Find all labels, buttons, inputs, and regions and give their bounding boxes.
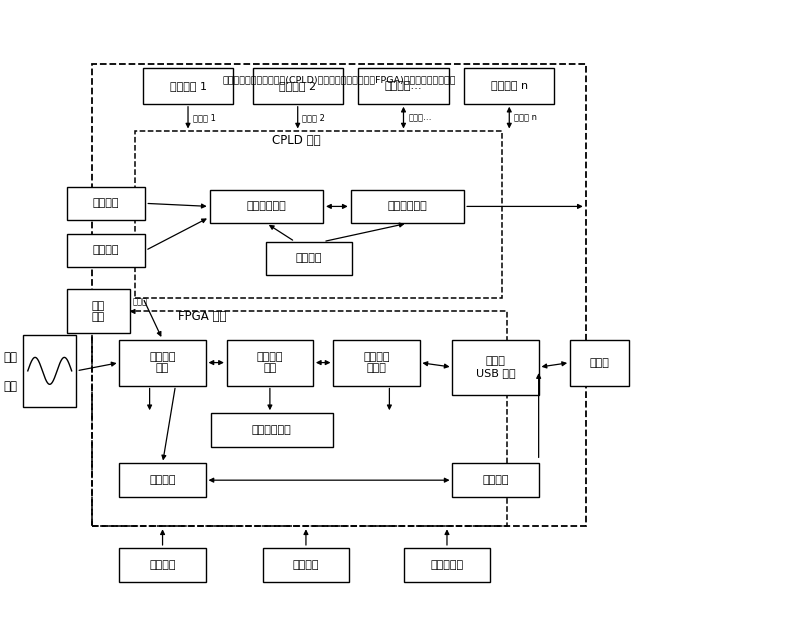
Text: 配置芯片 n: 配置芯片 n <box>490 81 528 91</box>
Text: CPLD 芯片: CPLD 芯片 <box>272 134 321 147</box>
FancyBboxPatch shape <box>464 69 554 104</box>
FancyBboxPatch shape <box>350 190 464 223</box>
FancyBboxPatch shape <box>210 190 323 223</box>
FancyBboxPatch shape <box>404 548 490 582</box>
FancyBboxPatch shape <box>253 69 342 104</box>
Text: 串口与
USB 电路: 串口与 USB 电路 <box>476 357 515 378</box>
FancyBboxPatch shape <box>119 340 206 386</box>
Text: 配置芯片…: 配置芯片… <box>385 81 422 91</box>
Text: 配置线…: 配置线… <box>408 113 432 122</box>
Text: 光子计数
模块: 光子计数 模块 <box>150 352 176 373</box>
FancyBboxPatch shape <box>67 289 130 334</box>
Text: 复位模块: 复位模块 <box>296 253 322 263</box>
Text: 配置芯片 1: 配置芯片 1 <box>170 81 206 91</box>
Text: 时钟电路: 时钟电路 <box>93 245 119 255</box>
Text: 配置线 1: 配置线 1 <box>193 113 215 122</box>
FancyBboxPatch shape <box>453 464 538 497</box>
Text: 相关运算
模块: 相关运算 模块 <box>257 352 283 373</box>
Text: 指令监控模块: 指令监控模块 <box>387 201 427 211</box>
Text: 计算机接
口模块: 计算机接 口模块 <box>363 352 390 373</box>
Text: 加密模块: 加密模块 <box>150 475 176 485</box>
Text: 时钟电路: 时钟电路 <box>293 560 319 570</box>
FancyBboxPatch shape <box>453 340 538 395</box>
FancyBboxPatch shape <box>67 187 146 220</box>
Text: 脉冲: 脉冲 <box>3 380 18 393</box>
Text: 配置线 n: 配置线 n <box>514 113 537 122</box>
FancyBboxPatch shape <box>211 413 333 447</box>
Text: 配置线 2: 配置线 2 <box>302 113 326 122</box>
FancyBboxPatch shape <box>266 242 352 275</box>
Text: 复位电路: 复位电路 <box>150 560 176 570</box>
FancyBboxPatch shape <box>119 464 206 497</box>
Text: 重配置电路: 重配置电路 <box>430 560 463 570</box>
Text: 下载
电缆: 下载 电缆 <box>92 300 105 322</box>
FancyBboxPatch shape <box>119 548 206 582</box>
FancyBboxPatch shape <box>143 69 233 104</box>
Text: 配置线: 配置线 <box>133 297 148 307</box>
FancyBboxPatch shape <box>570 340 629 386</box>
Text: 动态配置模块: 动态配置模块 <box>246 201 286 211</box>
FancyBboxPatch shape <box>358 69 449 104</box>
Text: 加密电路: 加密电路 <box>482 475 509 485</box>
Text: 配置芯片 2: 配置芯片 2 <box>279 81 316 91</box>
FancyBboxPatch shape <box>227 340 313 386</box>
FancyBboxPatch shape <box>23 335 76 407</box>
Text: 同步复位模块: 同步复位模块 <box>252 425 292 435</box>
Text: 复位电路: 复位电路 <box>93 198 119 208</box>
Text: 光子: 光子 <box>3 352 18 365</box>
Text: 基于复杂可编程逻辑器件(CPLD)和现场可编程门阵列（FPGA)的自适应光子相关器: 基于复杂可编程逻辑器件(CPLD)和现场可编程门阵列（FPGA)的自适应光子相关… <box>222 75 455 85</box>
FancyBboxPatch shape <box>67 234 146 268</box>
FancyBboxPatch shape <box>334 340 419 386</box>
Text: FPGA 芯片: FPGA 芯片 <box>178 310 226 323</box>
FancyBboxPatch shape <box>263 548 349 582</box>
Text: 计算机: 计算机 <box>590 358 610 368</box>
